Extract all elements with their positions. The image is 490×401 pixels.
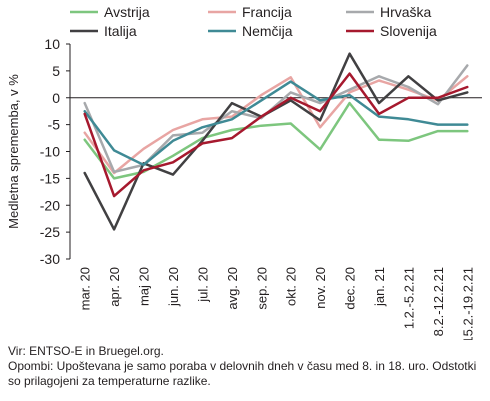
- legend-label-0: Avstrija: [104, 4, 150, 20]
- legend-label-5: Slovenija: [380, 23, 437, 39]
- series-line-1: [83, 75, 469, 175]
- y-axis-label: Medletna sprememba, v %: [6, 74, 21, 229]
- source-note: Vir: ENTSO-E in Bruegel.org.: [8, 344, 164, 358]
- remark-note: Opombi: Upoštevana je samo poraba v delo…: [8, 359, 477, 388]
- series-line-4: [83, 80, 469, 167]
- y-tick-label-7: -25: [40, 224, 60, 240]
- legend-label-3: Italija: [104, 23, 137, 39]
- line-chart: Avstrija Francija Hrvaška Italija Nemčija Slo…: [6, 4, 482, 340]
- x-tick-label-5: avg. 20: [225, 267, 240, 310]
- x-tick-label-7: okt. 20: [284, 267, 299, 306]
- x-tick-label-10: jan. 21: [372, 267, 387, 307]
- y-tick-label-3: -5: [48, 117, 61, 133]
- x-tick-label-4: jul. 20: [195, 267, 210, 303]
- x-tick-label-13: 15.2.-19.2.21: [460, 267, 475, 340]
- chart-notes: Vir: ENTSO-E in Bruegel.org. Opombi: Upo…: [8, 344, 478, 389]
- legend-label-4: Nemčija: [242, 23, 293, 39]
- y-tick-label-8: -30: [40, 251, 60, 267]
- x-tick-label-9: dec. 20: [343, 267, 358, 310]
- x-tick-label-3: jun. 20: [166, 267, 181, 307]
- y-tick-label-5: -15: [40, 170, 60, 186]
- x-tick-label-6: sep. 20: [254, 267, 269, 310]
- series-line-5: [83, 72, 469, 198]
- y-tick-label-6: -20: [40, 197, 60, 213]
- x-tick-label-2: maj 20: [137, 267, 152, 306]
- y-tick-label-4: -10: [40, 144, 60, 160]
- x-tick-label-0: mar. 20: [78, 267, 93, 310]
- y-tick-label-2: 0: [52, 90, 60, 106]
- y-tick-label-1: 5: [52, 63, 60, 79]
- x-tick-label-11: 1.2.-5.2.21: [401, 267, 416, 329]
- y-tick-label-0: 10: [44, 36, 60, 52]
- legend-label-1: Francija: [242, 4, 292, 20]
- x-tick-label-12: 8.2.-12.2.21: [431, 267, 446, 336]
- x-tick-label-8: nov. 20: [313, 267, 328, 309]
- legend-label-2: Hrvaška: [380, 4, 432, 20]
- x-tick-label-1: apr. 20: [107, 267, 122, 307]
